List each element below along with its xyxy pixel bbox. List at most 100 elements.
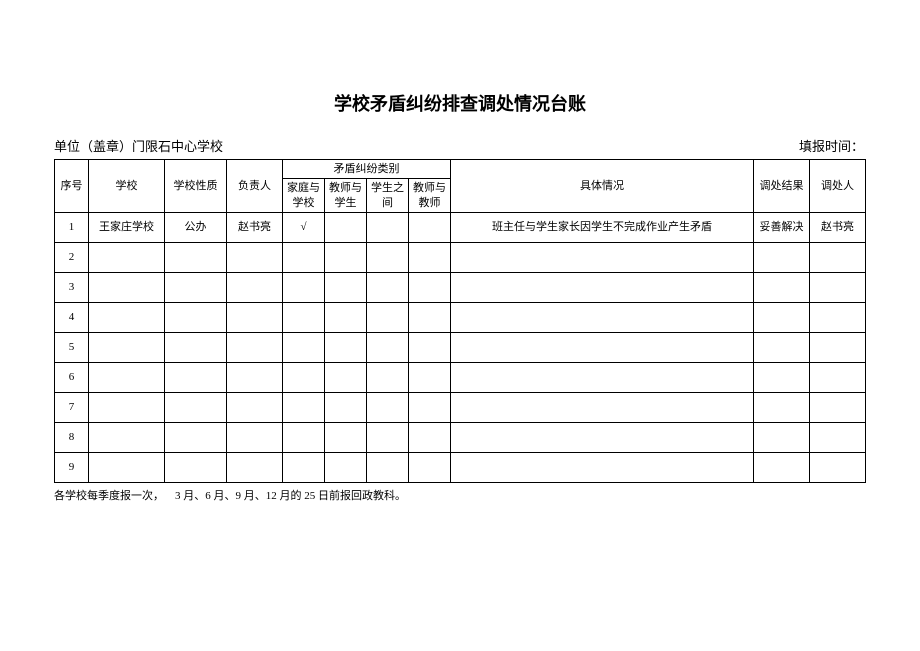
cell-catFamily (283, 362, 325, 392)
cell-handler (810, 362, 866, 392)
cell-handler: 赵书亮 (810, 212, 866, 242)
cell-responsible (227, 332, 283, 362)
cell-school (89, 272, 165, 302)
cell-seq: 7 (55, 392, 89, 422)
col-cat-student: 学生之间 (367, 179, 409, 213)
cell-situation (451, 302, 754, 332)
cell-handler (810, 332, 866, 362)
cell-result (754, 332, 810, 362)
col-category-group: 矛盾纠纷类别 (283, 160, 451, 179)
cell-situation (451, 332, 754, 362)
cell-responsible: 赵书亮 (227, 212, 283, 242)
cell-catStudent (367, 302, 409, 332)
cell-catFamily (283, 272, 325, 302)
cell-result (754, 302, 810, 332)
cell-responsible (227, 242, 283, 272)
cell-catTeacher (409, 392, 451, 422)
cell-handler (810, 272, 866, 302)
cell-catStudent (367, 392, 409, 422)
cell-nature: 公办 (165, 212, 227, 242)
cell-catTeacherStudent (325, 272, 367, 302)
cell-catStudent (367, 272, 409, 302)
cell-responsible (227, 392, 283, 422)
cell-result (754, 242, 810, 272)
cell-catStudent (367, 332, 409, 362)
cell-situation (451, 362, 754, 392)
report-time-label: 填报时间： (799, 139, 864, 154)
cell-catTeacher (409, 242, 451, 272)
cell-catTeacher (409, 422, 451, 452)
cell-responsible (227, 452, 283, 482)
col-nature: 学校性质 (165, 160, 227, 213)
col-seq: 序号 (55, 160, 89, 213)
footnote: 各学校每季度报一次， 3 月、6 月、9 月、12 月的 25 日前报回政教科。 (54, 487, 866, 503)
col-result: 调处结果 (754, 160, 810, 213)
cell-seq: 2 (55, 242, 89, 272)
table-row: 5 (55, 332, 866, 362)
cell-catTeacher (409, 302, 451, 332)
cell-situation: 班主任与学生家长因学生不完成作业产生矛盾 (451, 212, 754, 242)
cell-nature (165, 242, 227, 272)
cell-situation (451, 392, 754, 422)
cell-situation (451, 452, 754, 482)
cell-handler (810, 452, 866, 482)
cell-seq: 9 (55, 452, 89, 482)
cell-nature (165, 392, 227, 422)
cell-school (89, 452, 165, 482)
table-row: 2 (55, 242, 866, 272)
cell-school (89, 302, 165, 332)
cell-situation (451, 242, 754, 272)
cell-nature (165, 422, 227, 452)
cell-catTeacher (409, 212, 451, 242)
col-situation: 具体情况 (451, 160, 754, 213)
cell-catTeacherStudent (325, 332, 367, 362)
cell-catTeacher (409, 362, 451, 392)
cell-catFamily (283, 242, 325, 272)
cell-catTeacherStudent (325, 302, 367, 332)
unit-label: 单位（盖章）门限石中心学校 (54, 136, 223, 155)
cell-nature (165, 362, 227, 392)
col-responsible: 负责人 (227, 160, 283, 213)
cell-handler (810, 242, 866, 272)
cell-catFamily (283, 422, 325, 452)
page-title: 学校矛盾纠纷排查调处情况台账 (54, 90, 866, 116)
cell-seq: 1 (55, 212, 89, 242)
cell-catStudent (367, 212, 409, 242)
cell-school (89, 332, 165, 362)
cell-result (754, 272, 810, 302)
head-row-1: 序号 学校 学校性质 负责人 矛盾纠纷类别 具体情况 调处结果 调处人 (55, 160, 866, 179)
cell-catFamily (283, 452, 325, 482)
cell-result (754, 452, 810, 482)
cell-nature (165, 302, 227, 332)
cell-catTeacherStudent (325, 242, 367, 272)
cell-situation (451, 422, 754, 452)
col-cat-family: 家庭与学校 (283, 179, 325, 213)
cell-school (89, 362, 165, 392)
cell-result (754, 422, 810, 452)
cell-catTeacherStudent (325, 392, 367, 422)
cell-catTeacherStudent (325, 422, 367, 452)
cell-seq: 4 (55, 302, 89, 332)
cell-result (754, 362, 810, 392)
cell-school (89, 392, 165, 422)
cell-catStudent (367, 422, 409, 452)
cell-catStudent (367, 362, 409, 392)
col-handler: 调处人 (810, 160, 866, 213)
header-row: 单位（盖章）门限石中心学校 填报时间： (54, 136, 866, 155)
cell-handler (810, 422, 866, 452)
cell-catStudent (367, 452, 409, 482)
table-row: 3 (55, 272, 866, 302)
cell-catFamily (283, 332, 325, 362)
cell-catTeacher (409, 332, 451, 362)
cell-catTeacherStudent (325, 452, 367, 482)
cell-responsible (227, 422, 283, 452)
document-page: 学校矛盾纠纷排查调处情况台账 单位（盖章）门限石中心学校 填报时间： 序号 学校… (0, 0, 920, 533)
table-row: 1王家庄学校公办赵书亮√班主任与学生家长因学生不完成作业产生矛盾妥善解决赵书亮 (55, 212, 866, 242)
cell-catFamily: √ (283, 212, 325, 242)
table-row: 6 (55, 362, 866, 392)
cell-catTeacherStudent (325, 362, 367, 392)
cell-result (754, 392, 810, 422)
cell-responsible (227, 362, 283, 392)
table-row: 4 (55, 302, 866, 332)
cell-nature (165, 452, 227, 482)
